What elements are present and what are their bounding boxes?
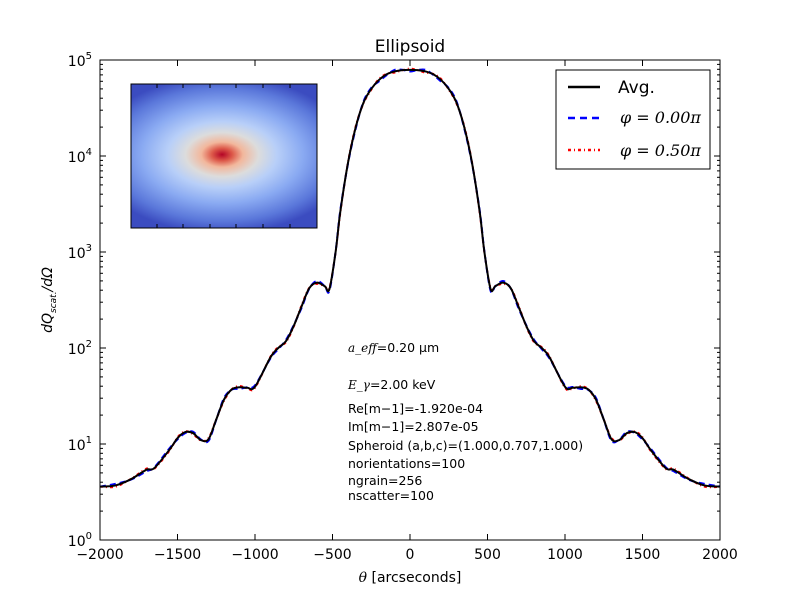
legend: Avg. φ = 0.00π φ = 0.50π: [555, 69, 711, 170]
annotation-re: Re[m−1]=-1.920e-04: [348, 401, 483, 416]
x-tick-label: −1000: [231, 547, 278, 563]
x-tick-label: 1000: [547, 547, 583, 563]
x-tick-label: 2000: [702, 547, 738, 563]
legend-label-phi-050: φ = 0.50π: [620, 141, 701, 160]
y-tick-label: 103: [68, 243, 92, 262]
axis-ticks: [99, 59, 721, 541]
annotation-spheroid: Spheroid (a,b,c)=(1.000,0.707,1.000): [348, 438, 583, 453]
x-tick-label: 1500: [625, 547, 661, 563]
annotation-energy: E_γ=2.00 keV: [347, 377, 436, 392]
y-tick-label: 102: [68, 339, 92, 358]
x-tick-label: −1500: [154, 547, 201, 563]
x-tick-label: −500: [313, 547, 351, 563]
annotation-aeff: a_eff=0.20 μm: [348, 340, 439, 355]
x-tick-labels: −2000 −1500 −1000 −500 0 500 1000 1500 2000: [76, 547, 738, 563]
chart-title: Ellipsoid: [375, 37, 445, 57]
y-axis-label: dQscat./dΩ: [40, 267, 59, 333]
x-tick-label: 0: [406, 547, 415, 563]
y-tick-label: 100: [68, 531, 92, 550]
annotation-block: a_eff=0.20 μm E_γ=2.00 keV Re[m−1]=-1.92…: [347, 340, 583, 503]
x-tick-label: 500: [474, 547, 501, 563]
inset-ticks: [156, 84, 291, 228]
legend-label-avg: Avg.: [618, 78, 655, 98]
y-tick-labels: 100 101 102 103 104 105: [68, 51, 92, 550]
x-tick-label: −2000: [76, 547, 123, 563]
x-axis-label: θ [arcseconds]: [359, 570, 462, 586]
inset-image: [130, 83, 318, 229]
y-tick-label: 105: [68, 51, 92, 70]
y-tick-label: 104: [68, 147, 92, 166]
annotation-im: Im[m−1]=2.807e-05: [348, 419, 479, 434]
series-avg-line: [100, 68, 720, 488]
legend-label-phi-000: φ = 0.00π: [620, 108, 701, 127]
y-tick-label: 101: [68, 435, 92, 454]
annotation-nscatter: nscatter=100: [348, 488, 434, 503]
annotation-ngrain: ngrain=256: [348, 473, 422, 488]
annotation-norientations: norientations=100: [348, 456, 465, 471]
